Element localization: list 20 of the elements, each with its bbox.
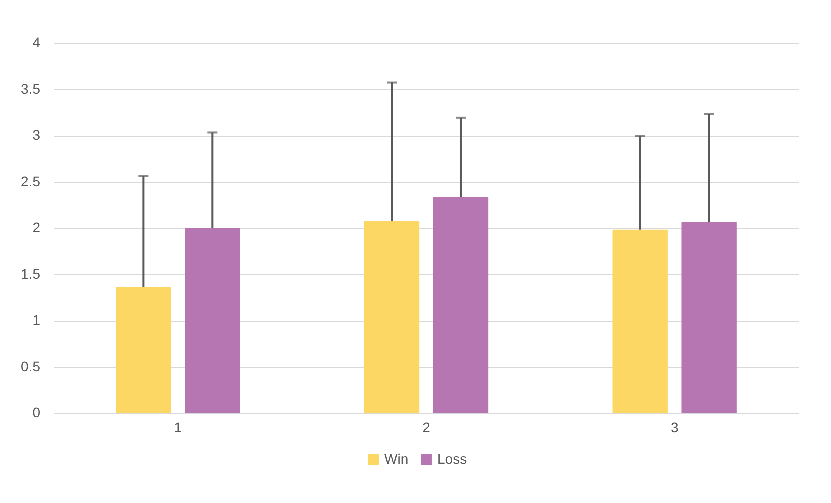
- bar: [185, 228, 240, 413]
- y-tick-label: 1.5: [21, 266, 41, 282]
- bar: [682, 222, 737, 413]
- legend-label: Loss: [438, 451, 468, 467]
- y-tick-label: 3.5: [21, 80, 41, 97]
- bar: [116, 287, 172, 413]
- bar: [433, 197, 489, 413]
- y-tick-label: 3: [32, 127, 41, 143]
- y-tick-label: 0: [32, 404, 41, 420]
- x-tick-label: 2: [422, 420, 431, 436]
- y-tick-label: 2.5: [21, 173, 41, 190]
- x-tick-label: 1: [174, 420, 182, 436]
- y-tick-label: 4: [32, 34, 41, 50]
- bar: [612, 230, 668, 413]
- y-tick-label: 2: [32, 220, 41, 236]
- y-tick-label: 0.5: [21, 358, 41, 374]
- bar: [364, 222, 420, 413]
- x-tick-label: 3: [670, 420, 679, 436]
- legend-label: Win: [384, 451, 409, 467]
- y-tick-label: 1: [32, 312, 41, 328]
